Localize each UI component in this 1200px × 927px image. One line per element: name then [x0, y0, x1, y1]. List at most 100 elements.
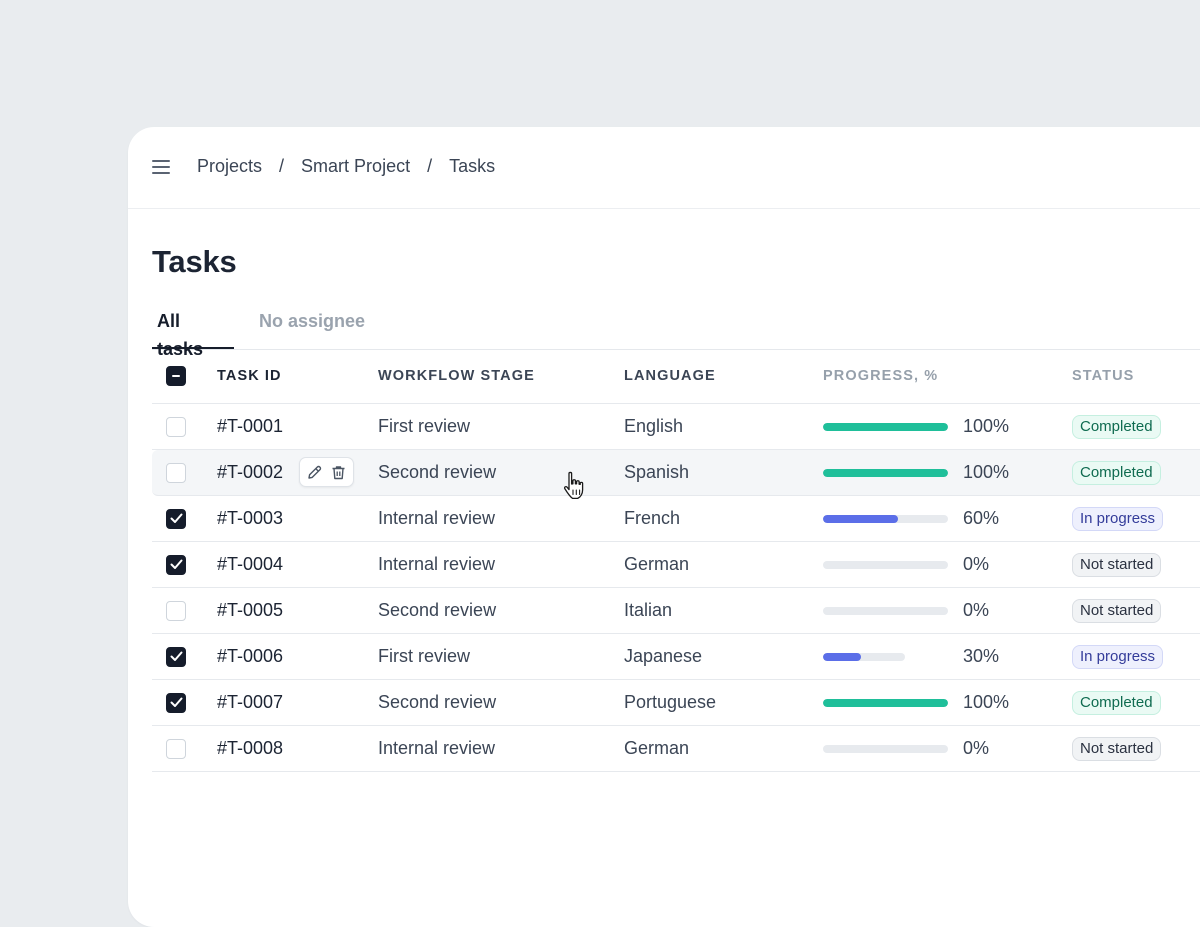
checkmark-icon [170, 697, 182, 707]
breadcrumb-smart-project[interactable]: Smart Project [301, 156, 411, 176]
column-header-status[interactable]: STATUS [1072, 368, 1135, 384]
progress-percent: 30% [963, 646, 1000, 666]
progress-bar [823, 606, 948, 615]
task-id[interactable]: #T-0006 [217, 646, 284, 666]
row-checkbox-cell [166, 726, 186, 771]
progress-percent: 100% [963, 692, 1010, 712]
progress-percent: 0% [963, 554, 990, 574]
task-id[interactable]: #T-0002 [217, 462, 284, 482]
table-row[interactable]: #T-0003 Internal review French 60% In progre… [152, 496, 1200, 542]
progress-cell: 0% [823, 542, 989, 587]
tab-bar: All tasks No assignee [152, 307, 1200, 359]
progress-percent: 0% [963, 738, 990, 758]
app-card: Projects / Smart Project / Tasks Tasks A… [128, 127, 1200, 927]
row-checkbox-cell [166, 680, 186, 725]
progress-bar-fill [823, 698, 948, 707]
column-header-workflow-stage[interactable]: WORKFLOW STAGE [378, 368, 535, 384]
task-id[interactable]: #T-0001 [217, 416, 284, 436]
table-row[interactable]: #T-0004 Internal review German 0% Not starte… [152, 542, 1200, 588]
workflow-stage: Second review [378, 692, 497, 712]
workflow-stage: Second review [378, 600, 497, 620]
table-row[interactable]: #T-0008 Internal review German 0% Not starte… [152, 726, 1200, 772]
row-checkbox[interactable] [166, 738, 186, 759]
checkmark-icon [170, 559, 182, 569]
task-id[interactable]: #T-0004 [217, 554, 284, 574]
tab-no-assignee[interactable]: No assignee [259, 311, 366, 331]
status-badge: Not started [1072, 736, 1162, 761]
select-all-cell [166, 349, 186, 403]
status-badge: In progress [1072, 644, 1164, 669]
language: Italian [624, 600, 673, 620]
progress-cell: 0% [823, 726, 989, 771]
progress-percent: 60% [963, 508, 1000, 528]
language: Spanish [624, 462, 690, 482]
row-actions [299, 457, 354, 487]
row-checkbox-cell [166, 588, 186, 633]
status-cell: Completed [1072, 680, 1161, 725]
column-header-language[interactable]: LANGUAGE [624, 368, 716, 384]
status-badge: Not started [1072, 598, 1162, 623]
progress-percent: 100% [963, 416, 1010, 436]
language: French [624, 508, 681, 528]
status-cell: In progress [1072, 634, 1164, 679]
workflow-stage: Internal review [378, 554, 496, 574]
row-checkbox[interactable] [166, 508, 186, 529]
task-id[interactable]: #T-0008 [217, 738, 284, 758]
language: Japanese [624, 646, 703, 666]
status-badge: Completed [1072, 460, 1161, 485]
row-checkbox[interactable] [166, 462, 186, 483]
language: German [624, 738, 690, 758]
workflow-stage: Second review [378, 462, 497, 482]
task-id[interactable]: #T-0005 [217, 600, 284, 620]
progress-cell: 0% [823, 588, 989, 633]
progress-bar [823, 560, 948, 569]
status-badge: Completed [1072, 690, 1161, 715]
status-badge: In progress [1072, 506, 1164, 531]
table-body: #T-0001 First review English 100% Completed #… [152, 404, 1200, 772]
status-badge: Not started [1072, 552, 1162, 577]
delete-trash-icon[interactable] [329, 463, 347, 481]
table-row[interactable]: #T-0007 Second review Portuguese 100% Comple… [152, 680, 1200, 726]
status-cell: Not started [1072, 726, 1162, 771]
table-row[interactable]: #T-0001 First review English 100% Completed [152, 404, 1200, 450]
progress-bar [823, 744, 948, 753]
row-checkbox-cell [166, 404, 186, 449]
tab-all-tasks[interactable]: All tasks [152, 307, 234, 359]
breadcrumb-tasks[interactable]: Tasks [449, 156, 496, 176]
breadcrumb-projects[interactable]: Projects [197, 156, 263, 176]
breadcrumb-separator: / [427, 156, 433, 176]
table-row[interactable]: #T-0006 First review Japanese 30% In progres… [152, 634, 1200, 680]
row-checkbox-cell [166, 542, 186, 587]
status-cell: Not started [1072, 542, 1162, 587]
progress-cell: 60% [823, 496, 999, 541]
table-row[interactable]: #T-0002 Second review Spanish 100% Completed [152, 450, 1200, 496]
row-checkbox[interactable] [166, 600, 186, 621]
row-checkbox[interactable] [166, 554, 186, 575]
task-id[interactable]: #T-0003 [217, 508, 284, 528]
edit-pencil-icon[interactable] [306, 463, 324, 481]
progress-bar-fill [823, 468, 948, 477]
row-checkbox[interactable] [166, 646, 186, 667]
table-row[interactable]: #T-0005 Second review Italian 0% Not started [152, 588, 1200, 634]
progress-percent: 0% [963, 600, 990, 620]
row-checkbox[interactable] [166, 692, 186, 713]
breadcrumb-separator: / [279, 156, 285, 176]
progress-bar [823, 698, 948, 707]
progress-cell: 100% [823, 450, 1009, 495]
hamburger-menu-icon[interactable] [152, 159, 171, 175]
task-id[interactable]: #T-0007 [217, 692, 284, 712]
status-cell: Completed [1072, 450, 1161, 495]
workflow-stage: First review [378, 416, 471, 436]
status-cell: Not started [1072, 588, 1162, 633]
progress-cell: 100% [823, 680, 1009, 725]
row-checkbox[interactable] [166, 416, 186, 437]
column-header-progress[interactable]: PROGRESS, % [823, 368, 939, 384]
column-header-task-id[interactable]: TASK ID [217, 368, 282, 384]
select-all-checkbox[interactable] [166, 366, 186, 386]
row-checkbox-cell [166, 450, 186, 495]
row-checkbox-cell [166, 496, 186, 541]
progress-percent: 100% [963, 462, 1010, 482]
progress-bar [823, 468, 948, 477]
workflow-stage: Internal review [378, 738, 496, 758]
page-title: Tasks [152, 244, 237, 279]
